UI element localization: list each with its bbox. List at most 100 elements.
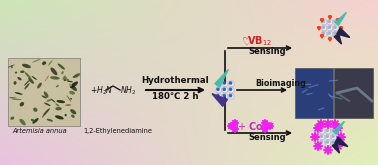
Circle shape (333, 25, 339, 31)
Text: 180℃ 2 h: 180℃ 2 h (152, 92, 199, 101)
Circle shape (334, 20, 336, 23)
Text: Hydrothermal: Hydrothermal (142, 76, 209, 85)
Circle shape (327, 19, 333, 25)
Circle shape (326, 130, 328, 132)
Circle shape (331, 128, 336, 134)
Ellipse shape (69, 91, 75, 95)
Text: $NH_2$: $NH_2$ (120, 85, 136, 97)
Ellipse shape (42, 61, 46, 65)
Ellipse shape (61, 71, 64, 74)
Circle shape (228, 93, 234, 99)
Circle shape (222, 93, 228, 99)
Circle shape (228, 87, 234, 93)
Ellipse shape (69, 84, 72, 87)
Ellipse shape (8, 65, 15, 67)
Circle shape (229, 95, 232, 97)
FancyBboxPatch shape (8, 58, 80, 126)
Polygon shape (328, 16, 332, 19)
Ellipse shape (37, 82, 42, 88)
Ellipse shape (24, 83, 29, 89)
Ellipse shape (44, 103, 51, 106)
Polygon shape (215, 69, 228, 87)
Circle shape (326, 141, 328, 143)
Ellipse shape (33, 118, 39, 124)
Circle shape (333, 31, 339, 37)
Ellipse shape (28, 78, 34, 84)
Ellipse shape (10, 117, 14, 120)
Polygon shape (337, 28, 350, 37)
Ellipse shape (44, 64, 47, 66)
Ellipse shape (51, 99, 56, 103)
Ellipse shape (64, 78, 67, 81)
Polygon shape (328, 38, 332, 41)
Ellipse shape (24, 80, 29, 86)
Ellipse shape (22, 64, 31, 68)
Polygon shape (212, 94, 228, 106)
Polygon shape (333, 121, 344, 134)
Ellipse shape (46, 99, 52, 102)
Circle shape (327, 31, 333, 37)
Circle shape (222, 87, 228, 93)
Ellipse shape (69, 84, 77, 91)
Circle shape (333, 19, 339, 25)
Text: Artemisia annua: Artemisia annua (13, 128, 67, 134)
Circle shape (223, 82, 225, 84)
Circle shape (328, 32, 330, 34)
Ellipse shape (64, 66, 68, 68)
Circle shape (319, 140, 325, 146)
Ellipse shape (17, 77, 22, 80)
Circle shape (332, 135, 334, 137)
Ellipse shape (42, 112, 46, 118)
Circle shape (325, 134, 331, 140)
Text: 1,2-Ethylenediamine: 1,2-Ethylenediamine (84, 128, 152, 134)
Ellipse shape (55, 103, 59, 107)
Circle shape (334, 26, 336, 28)
Polygon shape (336, 19, 339, 22)
Circle shape (331, 140, 336, 146)
Ellipse shape (51, 113, 53, 115)
Ellipse shape (15, 72, 17, 74)
Ellipse shape (46, 77, 47, 79)
Circle shape (229, 82, 232, 84)
Ellipse shape (28, 69, 30, 72)
Ellipse shape (73, 75, 78, 78)
Ellipse shape (55, 107, 62, 110)
Polygon shape (335, 137, 348, 147)
Polygon shape (318, 27, 321, 30)
Circle shape (216, 93, 222, 99)
Circle shape (321, 25, 327, 31)
Circle shape (319, 134, 325, 140)
Ellipse shape (70, 98, 72, 99)
Ellipse shape (25, 72, 31, 79)
Ellipse shape (70, 109, 76, 114)
Ellipse shape (56, 100, 65, 103)
Circle shape (217, 95, 219, 97)
Text: Sensing: Sensing (248, 48, 286, 56)
Ellipse shape (33, 108, 37, 112)
Ellipse shape (42, 95, 47, 99)
Ellipse shape (63, 76, 66, 80)
Circle shape (229, 88, 232, 90)
Ellipse shape (67, 95, 71, 102)
Ellipse shape (62, 75, 66, 80)
Circle shape (321, 135, 322, 137)
Circle shape (328, 26, 330, 28)
Circle shape (321, 31, 327, 37)
Ellipse shape (62, 97, 66, 100)
Ellipse shape (19, 119, 26, 125)
Ellipse shape (9, 97, 17, 98)
Circle shape (228, 81, 234, 87)
FancyBboxPatch shape (295, 68, 333, 118)
Ellipse shape (35, 85, 37, 86)
Ellipse shape (65, 104, 71, 106)
Polygon shape (321, 35, 324, 38)
Text: $+$ Co$^{2+}$: $+$ Co$^{2+}$ (237, 119, 275, 133)
Ellipse shape (45, 76, 49, 81)
Ellipse shape (56, 85, 59, 87)
Text: Sensing: Sensing (248, 132, 286, 142)
Ellipse shape (71, 105, 72, 107)
Ellipse shape (74, 73, 80, 78)
Circle shape (216, 87, 222, 93)
Circle shape (216, 81, 222, 87)
Circle shape (332, 130, 334, 132)
